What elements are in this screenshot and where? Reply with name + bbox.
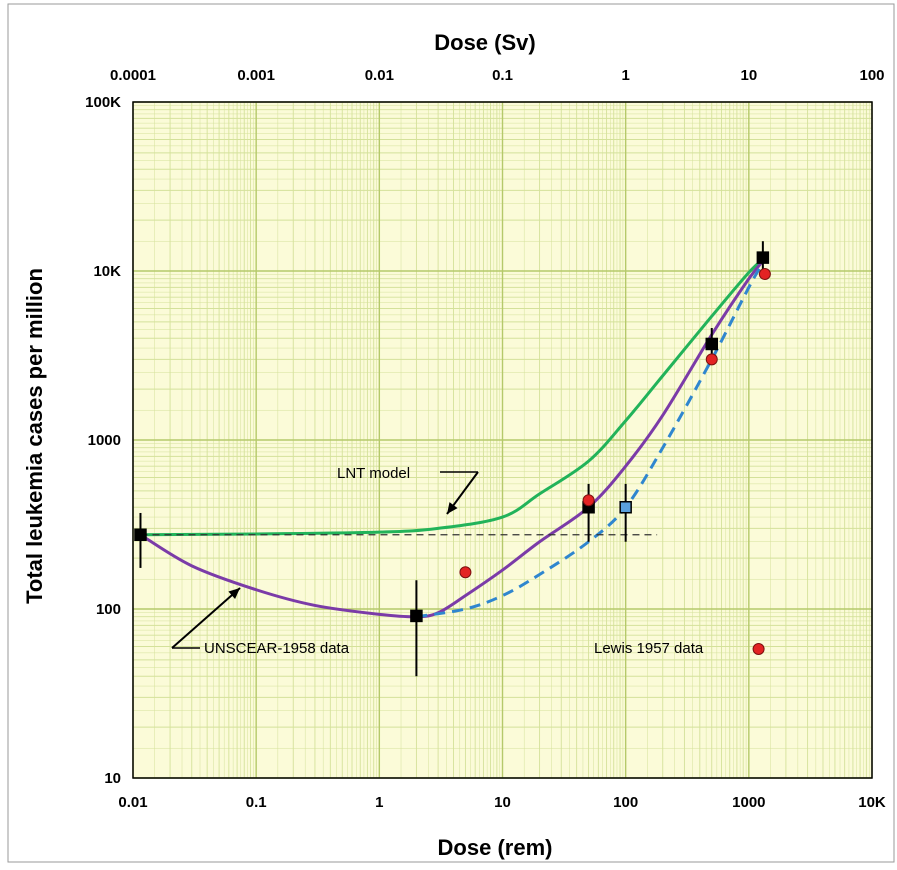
x-tick-label: 0.01 [118, 794, 147, 811]
data-points [134, 241, 771, 677]
unscear-point [134, 528, 147, 542]
x2-tick-label: 0.01 [365, 67, 394, 84]
x2-tick-label: 0.001 [237, 67, 275, 84]
y-tick-label: 10K [93, 263, 121, 280]
lewis-data-label: Lewis 1957 data [594, 640, 704, 657]
lnt-model-label: LNT model [337, 465, 410, 482]
unscear-point [705, 337, 719, 351]
x2-tick-label: 100 [859, 67, 884, 84]
series-line-unscear [139, 257, 767, 619]
lnt-arrow-head [447, 502, 458, 514]
lewis-point [582, 494, 595, 507]
x-tick-label: 1000 [732, 794, 765, 811]
top-axis-title: Dose (Sv) [434, 30, 535, 55]
y-tick-label: 1000 [88, 432, 121, 449]
y-axis-title: Total leukemia cases per million [22, 268, 47, 604]
x-tick-label: 10K [858, 794, 886, 811]
unscear-data-label: UNSCEAR-1958 data [204, 640, 350, 657]
bottom-axis-title: Dose (rem) [438, 835, 553, 860]
x2-tick-label: 0.1 [492, 67, 513, 84]
x-tick-label: 10 [494, 794, 511, 811]
unscear-point [756, 251, 770, 264]
plot-frame [132, 101, 873, 779]
series-group [139, 256, 767, 619]
lewis-point [459, 566, 472, 579]
unscear-arrow-head [228, 588, 240, 600]
x2-tick-label: 0.0001 [110, 67, 156, 84]
lewis-point [758, 267, 771, 280]
y-tick-label: 100K [85, 94, 121, 111]
unscear-point [619, 501, 632, 514]
lewis-point [705, 353, 718, 366]
grid [132, 101, 873, 779]
y-tick-label: 100 [96, 601, 121, 618]
series-line-dashed_fit [416, 258, 767, 619]
lewis-legend-marker [752, 642, 765, 655]
annotations [171, 471, 479, 649]
x-tick-label: 1 [375, 794, 383, 811]
x2-tick-label: 1 [621, 67, 629, 84]
tick-labels: 0.01 0.1 1 10 100 1000 10K 0.0001 0.001 0.01 0.1 1 1… [85, 67, 886, 811]
unscear-arrow [171, 587, 241, 649]
unscear-point [410, 609, 423, 623]
x-tick-label: 100 [613, 794, 638, 811]
x-tick-label: 0.1 [246, 794, 267, 811]
series-line-lnt [140, 256, 766, 537]
x2-tick-label: 10 [740, 67, 757, 84]
y-tick-label: 10 [104, 770, 121, 787]
